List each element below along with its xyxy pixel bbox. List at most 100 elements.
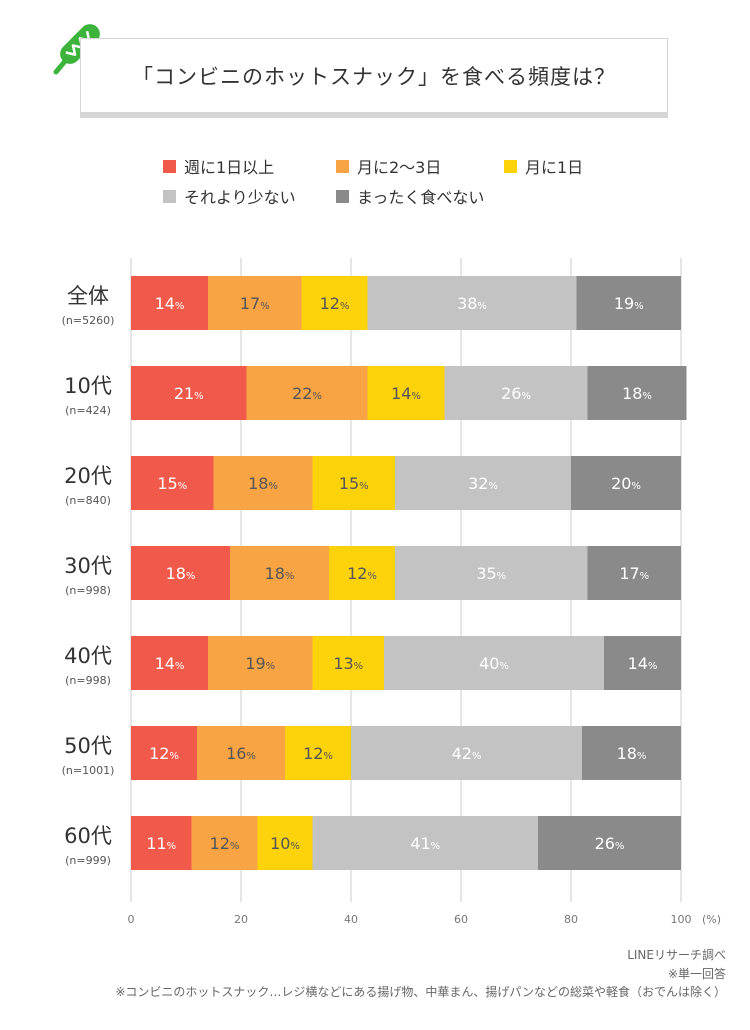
data-label: 42% bbox=[452, 744, 482, 763]
legend-item: 月に2〜3日 bbox=[336, 154, 441, 178]
legend-label: それより少ない bbox=[184, 188, 296, 207]
bar-segment bbox=[395, 456, 571, 510]
category-label: 50代 bbox=[64, 734, 112, 758]
data-label: 22% bbox=[292, 384, 322, 403]
chart-legend: 週に1日以上 月に2〜3日 月に1日それより少ない まったく食べない bbox=[0, 0, 750, 220]
data-label: 19% bbox=[245, 654, 275, 673]
x-tick-label: 60 bbox=[454, 913, 468, 926]
stacked-bar-chart: 14% 17% 12% 38% 19% 全体 (n=5260) 21% 22% 14% 26% 18%… bbox=[62, 258, 721, 926]
data-label: 38% bbox=[457, 294, 487, 313]
data-label: 12% bbox=[149, 744, 179, 763]
definition-note: ※コンビニのホットスナック…レジ横などにある揚げ物、中華まん、揚げパンなどの総菜… bbox=[115, 985, 726, 999]
data-label: 14% bbox=[391, 384, 421, 403]
legend-label: まったく食べない bbox=[357, 188, 485, 207]
data-label: 35% bbox=[476, 564, 506, 583]
data-label: 18% bbox=[617, 744, 647, 763]
data-label: 10% bbox=[270, 834, 300, 853]
legend-swatch bbox=[163, 159, 176, 173]
bar-segment bbox=[538, 816, 681, 870]
bar-segment bbox=[384, 636, 604, 690]
data-label: 14% bbox=[155, 294, 185, 313]
bar-segment bbox=[208, 636, 313, 690]
legend-label: 月に1日 bbox=[525, 158, 584, 177]
legend-item: 月に1日 bbox=[504, 154, 583, 178]
x-tick-label: 40 bbox=[344, 913, 358, 926]
chart-notes: LINEリサーチ調べ ※単一回答 ※コンビニのホットスナック…レジ横などにある揚… bbox=[115, 946, 726, 1002]
bar-segment bbox=[367, 366, 445, 420]
legend-swatch bbox=[336, 159, 349, 173]
data-label: 18% bbox=[166, 564, 196, 583]
data-label: 15% bbox=[339, 474, 369, 493]
legend-swatch bbox=[163, 189, 176, 203]
data-label: 12% bbox=[347, 564, 377, 583]
category-label: 全体 bbox=[67, 284, 109, 308]
bar-segment bbox=[208, 276, 302, 330]
bar-segment bbox=[131, 816, 192, 870]
bar-segment bbox=[444, 366, 588, 420]
data-label: 16% bbox=[226, 744, 256, 763]
data-label: 32% bbox=[468, 474, 498, 493]
legend-swatch bbox=[504, 159, 517, 173]
bar-segment bbox=[301, 276, 368, 330]
bar-segment bbox=[246, 366, 368, 420]
category-sample-size: (n=840) bbox=[65, 494, 111, 507]
category-label: 10代 bbox=[64, 374, 112, 398]
legend-label: 週に1日以上 bbox=[184, 158, 275, 177]
legend-item: まったく食べない bbox=[336, 184, 484, 208]
chart-title: 「コンビニのホットスナック」を食べる頻度は？ bbox=[132, 64, 616, 89]
bar-segment bbox=[197, 726, 285, 780]
bar-segment bbox=[312, 636, 384, 690]
data-label: 19% bbox=[614, 294, 644, 313]
data-label: 26% bbox=[501, 384, 531, 403]
category-label: 30代 bbox=[64, 554, 112, 578]
bar-segment bbox=[230, 546, 329, 600]
bar-segment bbox=[191, 816, 258, 870]
data-label: 15% bbox=[157, 474, 187, 493]
data-label: 26% bbox=[595, 834, 625, 853]
category-label: 60代 bbox=[64, 824, 112, 848]
bar-segment bbox=[131, 276, 208, 330]
source-note: LINEリサーチ調べ bbox=[627, 948, 726, 962]
bar-segment bbox=[312, 456, 395, 510]
data-label: 18% bbox=[265, 564, 295, 583]
data-label: 17% bbox=[619, 564, 649, 583]
x-tick-label: 80 bbox=[564, 913, 578, 926]
data-label: 12% bbox=[303, 744, 333, 763]
bar-segment bbox=[285, 726, 351, 780]
legend-item: それより少ない bbox=[163, 184, 296, 208]
bar-segment bbox=[131, 546, 230, 600]
bar-segment bbox=[131, 456, 214, 510]
data-label: 11% bbox=[146, 834, 176, 853]
single-answer-note: ※単一回答 bbox=[667, 966, 726, 981]
category-sample-size: (n=998) bbox=[65, 674, 111, 687]
bar-segment bbox=[571, 456, 681, 510]
bar-segment bbox=[213, 456, 313, 510]
category-label: 20代 bbox=[64, 464, 112, 488]
data-label: 14% bbox=[628, 654, 658, 673]
bar-segment bbox=[312, 816, 538, 870]
data-label: 41% bbox=[410, 834, 440, 853]
bar-segment bbox=[367, 276, 577, 330]
x-axis-unit: (%) bbox=[702, 913, 721, 926]
data-label: 12% bbox=[320, 294, 350, 313]
bar-segment bbox=[351, 726, 582, 780]
data-label: 21% bbox=[174, 384, 204, 403]
data-label: 14% bbox=[155, 654, 185, 673]
category-sample-size: (n=5260) bbox=[62, 314, 115, 327]
bar-segment bbox=[395, 546, 588, 600]
chart-title-box: 「コンビニのホットスナック」を食べる頻度は？ bbox=[80, 38, 668, 118]
data-label: 20% bbox=[611, 474, 641, 493]
bar-segment bbox=[257, 816, 313, 870]
bar-segment bbox=[582, 726, 681, 780]
legend-swatch bbox=[336, 189, 349, 203]
x-tick-label: 0 bbox=[128, 913, 135, 926]
bar-segment bbox=[604, 636, 681, 690]
data-label: 18% bbox=[622, 384, 652, 403]
x-tick-label: 100 bbox=[671, 913, 692, 926]
bar-segment bbox=[329, 546, 395, 600]
bar-segment bbox=[576, 276, 681, 330]
bar-segment bbox=[131, 366, 247, 420]
data-label: 12% bbox=[210, 834, 240, 853]
category-sample-size: (n=999) bbox=[65, 854, 111, 867]
category-sample-size: (n=998) bbox=[65, 584, 111, 597]
